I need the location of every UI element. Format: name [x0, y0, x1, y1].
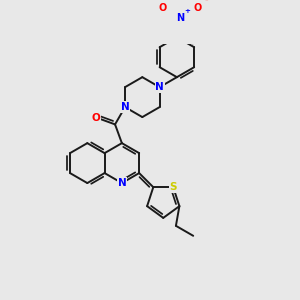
Text: S: S: [169, 182, 177, 192]
Text: N: N: [121, 102, 129, 112]
Text: O: O: [194, 3, 202, 13]
Text: N: N: [121, 102, 129, 112]
Text: N: N: [176, 13, 184, 22]
Text: O: O: [92, 112, 101, 123]
Text: N: N: [155, 82, 164, 92]
Text: +: +: [184, 8, 190, 14]
Text: -: -: [204, 0, 208, 5]
Text: N: N: [118, 178, 126, 188]
Text: O: O: [159, 3, 167, 13]
